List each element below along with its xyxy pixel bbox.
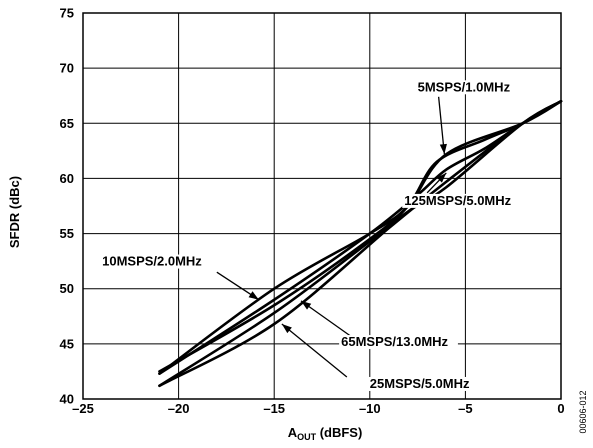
x-tick-label: –5 [458,401,472,416]
y-tick-label: 50 [60,281,74,296]
annotation-arrowhead [300,300,312,310]
x-tick-label: –20 [168,401,190,416]
annotation-arrowhead [281,324,292,334]
y-tick-label: 60 [60,171,74,186]
figure-code: 00606-012 [578,390,588,433]
annotation-label-bg [339,335,458,350]
x-tick-label: 0 [557,401,564,416]
y-tick-label: 65 [60,116,74,131]
annotation-label-bg [402,193,522,208]
annotation-arrow-line [281,323,348,378]
annotation-label: 125MSPS/5.0MHz [404,193,511,208]
annotation-arrows [216,96,447,378]
series-line [158,99,563,388]
y-tick-label: 45 [60,336,74,351]
y-axis-label: SFDR (dBc) [7,176,22,248]
annotation-arrowhead [248,291,259,300]
x-tick-label: –15 [263,401,285,416]
x-tick-label: –25 [72,401,94,416]
x-axis-label-main: A [288,425,298,440]
annotation-label-bg [100,254,211,269]
annotation-label-bg [415,80,518,95]
annotation-arrowhead [439,143,447,155]
annotation-label: 5MSPS/1.0MHz [418,79,511,94]
plot-frame [82,12,562,400]
y-tick-label: 70 [60,61,74,76]
grid-lines [83,13,561,399]
y-tick-label: 40 [60,392,74,407]
y-tick-label: 55 [60,226,74,241]
annotation-label: 25MSPS/5.0MHz [370,376,470,391]
x-axis-label: AOUT (dBFS) [288,425,363,442]
annotation-labels: 5MSPS/1.0MHz 125MSPS/5.0MHz 10MSPS/2.0MHz 6… [100,79,522,391]
annotation-label: 65MSPS/13.0MHz [341,334,448,349]
x-tick-label: –10 [359,401,381,416]
x-tick-labels: –25 –20 –15 –10 –5 0 [72,401,564,416]
annotation-label: 10MSPS/2.0MHz [102,254,202,269]
y-tick-label: 75 [60,6,74,21]
y-tick-labels: 40 45 50 55 60 65 70 75 [60,6,74,407]
annotation-arrow-line [300,300,352,337]
x-axis-label-rest: (dBFS) [316,425,362,440]
x-axis-label-sub: OUT [297,432,317,442]
annotation-arrowhead [436,172,447,183]
annotation-label-bg [367,376,479,391]
